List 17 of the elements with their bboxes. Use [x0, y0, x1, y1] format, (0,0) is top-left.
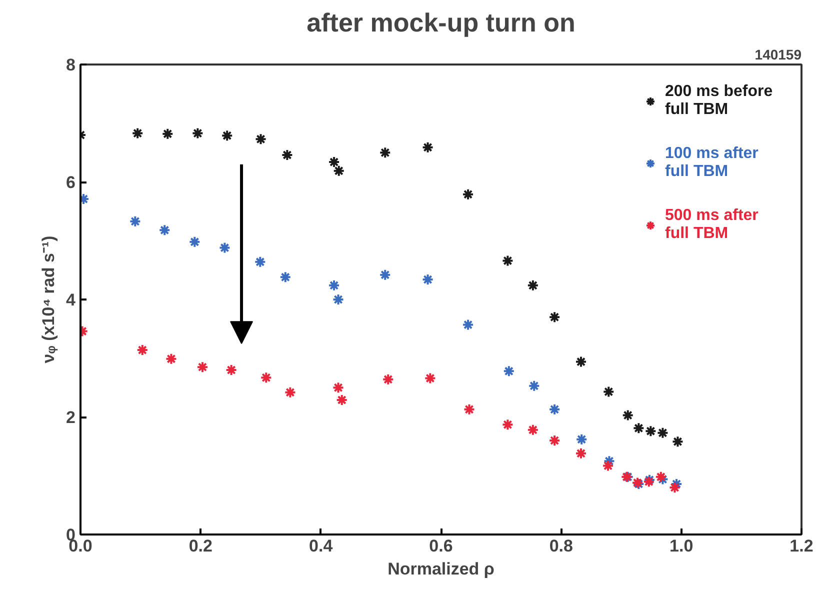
text: 140159 [754, 46, 802, 62]
y-tick-label: 6 [66, 173, 76, 192]
x-axis-title: Normalized ρ [388, 560, 494, 578]
x-tick-label: 0.4 [309, 536, 334, 556]
legend-label: 100 ms after full TBM [665, 145, 758, 181]
x-tick-label: 1.2 [790, 536, 814, 556]
x-tick-label: 0.8 [549, 536, 573, 556]
x-tick-label: 0.6 [429, 536, 453, 556]
y-tick-label: 2 [66, 408, 76, 427]
x-tick-label: 0.2 [188, 536, 212, 556]
y-axis-title: νᵩ (x10⁴ rad s⁻¹) [39, 236, 58, 364]
x-tick-label: 1.0 [670, 536, 694, 556]
y-tick-label: 4 [66, 290, 76, 310]
legend-label: 200 ms before full TBM [665, 83, 773, 119]
chart-title: after mock-up turn on [306, 8, 576, 38]
legend-label: 500 ms after full TBM [665, 207, 758, 243]
y-tick-label: 8 [66, 56, 76, 74]
